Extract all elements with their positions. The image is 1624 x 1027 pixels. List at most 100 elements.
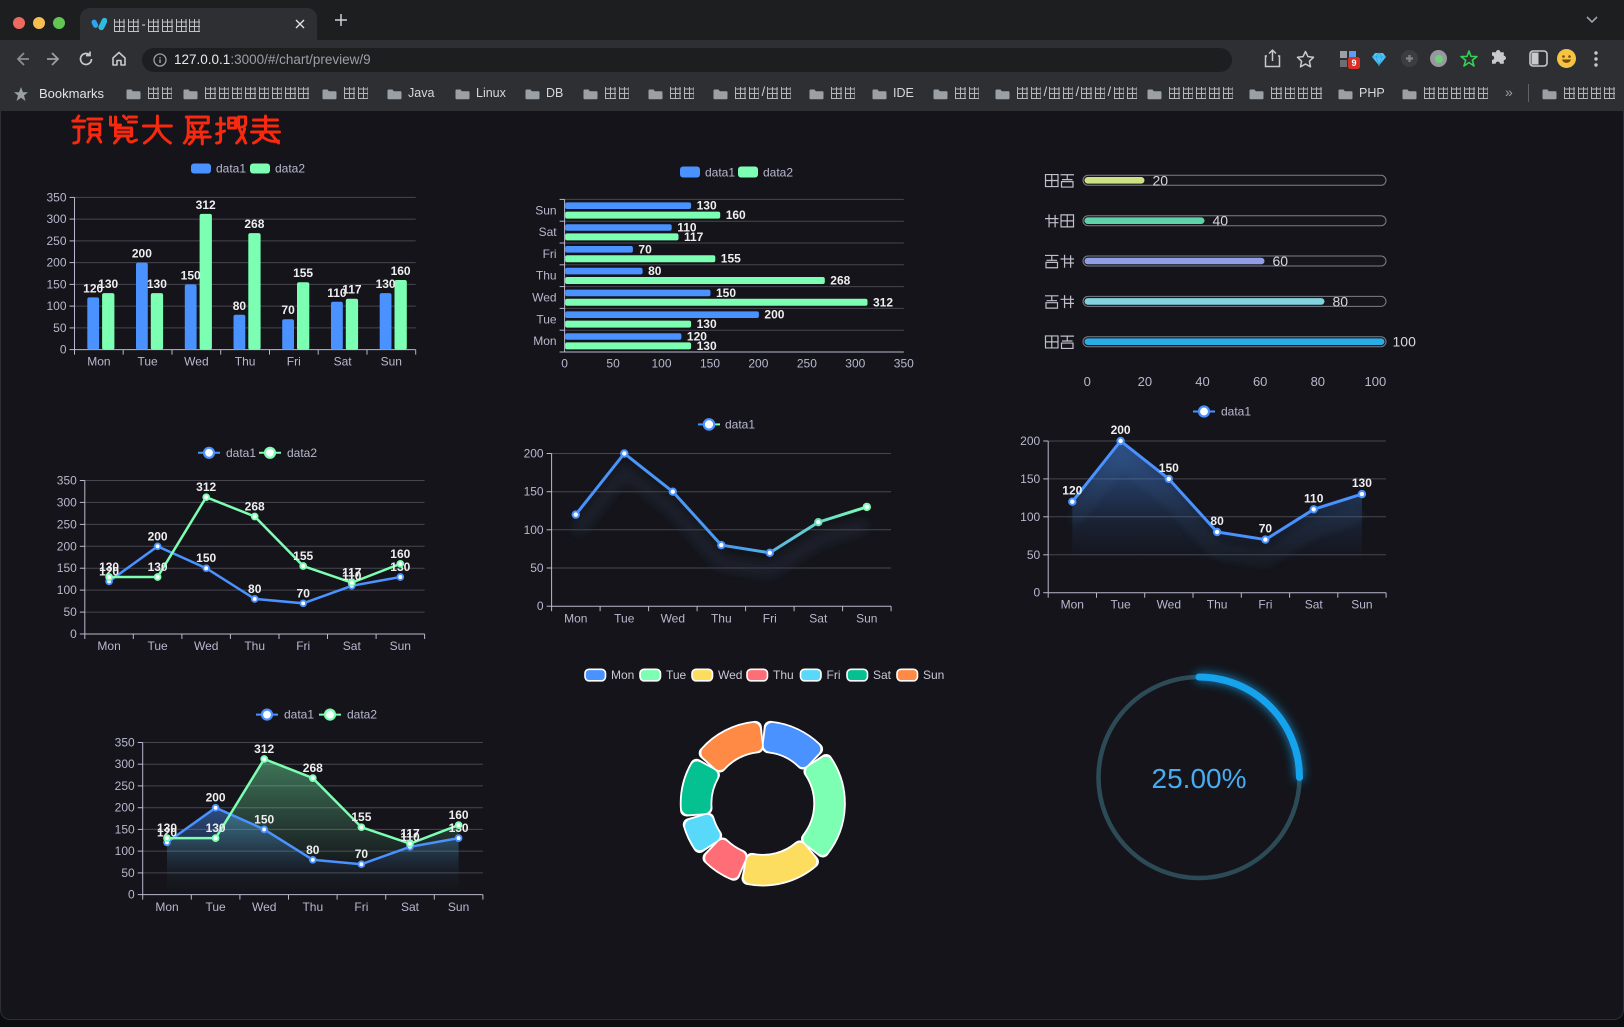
svg-text:Thu: Thu	[536, 269, 557, 283]
svg-text:Sat: Sat	[401, 900, 420, 914]
svg-text:80: 80	[248, 582, 262, 596]
svg-text:100: 100	[46, 299, 66, 313]
svg-text:250: 250	[46, 234, 66, 248]
svg-text:350: 350	[57, 474, 77, 488]
svg-text:Thu: Thu	[711, 612, 732, 626]
svg-text:200: 200	[1020, 434, 1040, 448]
svg-text:160: 160	[391, 264, 411, 278]
svg-text:Sat: Sat	[343, 639, 362, 653]
svg-text:70: 70	[297, 586, 311, 600]
svg-text:120: 120	[1062, 484, 1082, 498]
svg-text:data2: data2	[347, 708, 377, 722]
svg-text:Sat: Sat	[539, 225, 558, 239]
svg-text:60: 60	[1273, 253, 1289, 269]
svg-text:data1: data1	[226, 446, 256, 460]
svg-text:250: 250	[797, 357, 817, 371]
svg-text:130: 130	[376, 277, 396, 291]
svg-text:312: 312	[873, 295, 893, 309]
svg-text:Tue: Tue	[147, 639, 168, 653]
svg-text:data1: data1	[705, 165, 735, 179]
svg-text:300: 300	[57, 495, 77, 509]
svg-text:130: 130	[99, 560, 119, 574]
svg-text:Sat: Sat	[334, 355, 353, 369]
svg-text:Fri: Fri	[296, 639, 310, 653]
svg-text:Mon: Mon	[97, 639, 120, 653]
svg-text:200: 200	[748, 357, 768, 371]
svg-text:Wed: Wed	[252, 900, 276, 914]
svg-text:200: 200	[206, 791, 226, 805]
svg-text:117: 117	[342, 283, 362, 297]
svg-text:150: 150	[196, 551, 216, 565]
svg-text:20: 20	[1138, 374, 1152, 389]
svg-text:Sun: Sun	[856, 612, 877, 626]
svg-text:Thu: Thu	[302, 900, 323, 914]
svg-text:130: 130	[697, 339, 717, 353]
svg-text:data1: data1	[284, 708, 314, 722]
svg-text:130: 130	[697, 317, 717, 331]
svg-text:350: 350	[894, 357, 914, 371]
svg-text:100: 100	[57, 583, 77, 597]
svg-text:150: 150	[524, 485, 544, 499]
svg-text:160: 160	[390, 547, 410, 561]
svg-text:data1: data1	[725, 417, 755, 431]
svg-text:130: 130	[147, 277, 167, 291]
svg-text:0: 0	[561, 357, 568, 371]
svg-text:40: 40	[1213, 213, 1229, 229]
svg-text:50: 50	[530, 561, 544, 575]
svg-text:data2: data2	[763, 165, 793, 179]
svg-text:60: 60	[1253, 374, 1267, 389]
svg-text:Sun: Sun	[448, 900, 469, 914]
svg-text:Mon: Mon	[87, 355, 110, 369]
svg-text:200: 200	[524, 447, 544, 461]
svg-text:120: 120	[687, 330, 707, 344]
svg-text:Sun: Sun	[390, 639, 411, 653]
svg-text:Sat: Sat	[873, 668, 892, 682]
svg-text:0: 0	[537, 599, 544, 613]
svg-text:100: 100	[524, 523, 544, 537]
svg-text:Fri: Fri	[827, 668, 841, 682]
svg-text:268: 268	[245, 500, 265, 514]
svg-text:155: 155	[293, 266, 313, 280]
svg-text:150: 150	[716, 286, 736, 300]
svg-text:100: 100	[115, 844, 135, 858]
svg-text:150: 150	[181, 268, 201, 282]
svg-text:268: 268	[830, 274, 850, 288]
svg-text:data2: data2	[287, 446, 317, 460]
svg-text:Mon: Mon	[155, 900, 178, 914]
svg-text:117: 117	[400, 827, 420, 841]
svg-text:70: 70	[638, 242, 652, 256]
svg-text:312: 312	[196, 480, 216, 494]
svg-text:155: 155	[721, 252, 741, 266]
svg-text:Wed: Wed	[718, 668, 742, 682]
svg-text:Sun: Sun	[381, 355, 402, 369]
svg-text:350: 350	[46, 190, 66, 204]
svg-text:70: 70	[355, 847, 369, 861]
svg-text:Tue: Tue	[536, 312, 557, 326]
svg-text:data2: data2	[275, 162, 305, 176]
svg-text:Fri: Fri	[763, 612, 777, 626]
svg-text:130: 130	[148, 560, 168, 574]
svg-text:312: 312	[254, 742, 274, 756]
svg-text:312: 312	[196, 198, 216, 212]
svg-text:Tue: Tue	[614, 612, 635, 626]
svg-text:110: 110	[327, 286, 347, 300]
svg-text:150: 150	[1020, 472, 1040, 486]
svg-text:Thu: Thu	[244, 639, 265, 653]
svg-text:Wed: Wed	[532, 291, 556, 305]
svg-text:70: 70	[281, 303, 295, 317]
svg-text:150: 150	[115, 822, 135, 836]
svg-text:117: 117	[684, 230, 704, 244]
svg-text:0: 0	[1084, 374, 1091, 389]
svg-text:150: 150	[700, 357, 720, 371]
svg-text:350: 350	[115, 736, 135, 750]
svg-text:80: 80	[233, 299, 247, 313]
svg-text:110: 110	[400, 830, 420, 844]
svg-text:120: 120	[157, 825, 177, 839]
svg-text:Sat: Sat	[1305, 598, 1324, 612]
svg-text:130: 130	[157, 821, 177, 835]
svg-text:300: 300	[115, 757, 135, 771]
svg-text:250: 250	[57, 517, 77, 531]
svg-text:50: 50	[606, 357, 620, 371]
svg-text:117: 117	[342, 566, 362, 580]
svg-text:Fri: Fri	[1258, 598, 1272, 612]
